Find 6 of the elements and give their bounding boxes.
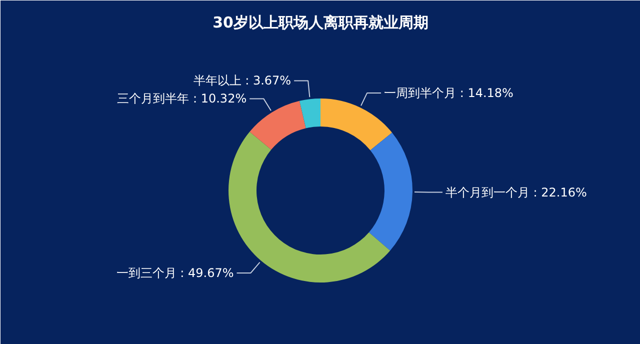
slice-label: 一到三个月 : 49.67% <box>116 266 234 280</box>
slice-label: 半年以上 : 3.67% <box>193 74 292 88</box>
chart-title: 30岁以上职场人离职再就业周期 <box>212 14 428 32</box>
slice-label: 三个月到半年 : 10.32% <box>117 92 247 106</box>
slice-label: 半个月到一个月 : 22.16% <box>445 185 587 200</box>
slice-label: 一周到半个月 : 14.18% <box>384 86 514 100</box>
